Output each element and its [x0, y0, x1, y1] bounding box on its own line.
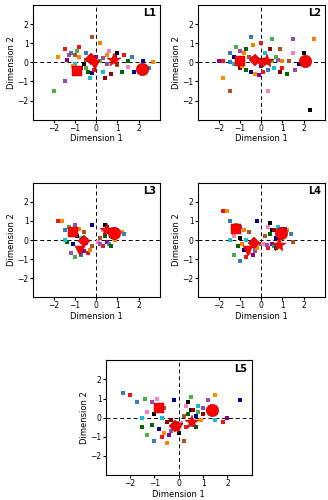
X-axis label: Dimension 1: Dimension 1	[235, 134, 288, 143]
Text: L2: L2	[308, 8, 321, 18]
Text: L3: L3	[143, 186, 156, 196]
Text: L5: L5	[235, 364, 247, 374]
X-axis label: Dimension 1: Dimension 1	[235, 312, 288, 321]
X-axis label: Dimension 1: Dimension 1	[70, 312, 123, 321]
Y-axis label: Dimension 2: Dimension 2	[172, 214, 181, 266]
Text: L4: L4	[308, 186, 321, 196]
X-axis label: Dimension 1: Dimension 1	[70, 134, 123, 143]
Y-axis label: Dimension 2: Dimension 2	[172, 36, 181, 88]
Text: L1: L1	[143, 8, 156, 18]
X-axis label: Dimension 1: Dimension 1	[153, 490, 205, 498]
Y-axis label: Dimension 2: Dimension 2	[7, 36, 16, 88]
Y-axis label: Dimension 2: Dimension 2	[7, 214, 16, 266]
Y-axis label: Dimension 2: Dimension 2	[80, 392, 89, 444]
